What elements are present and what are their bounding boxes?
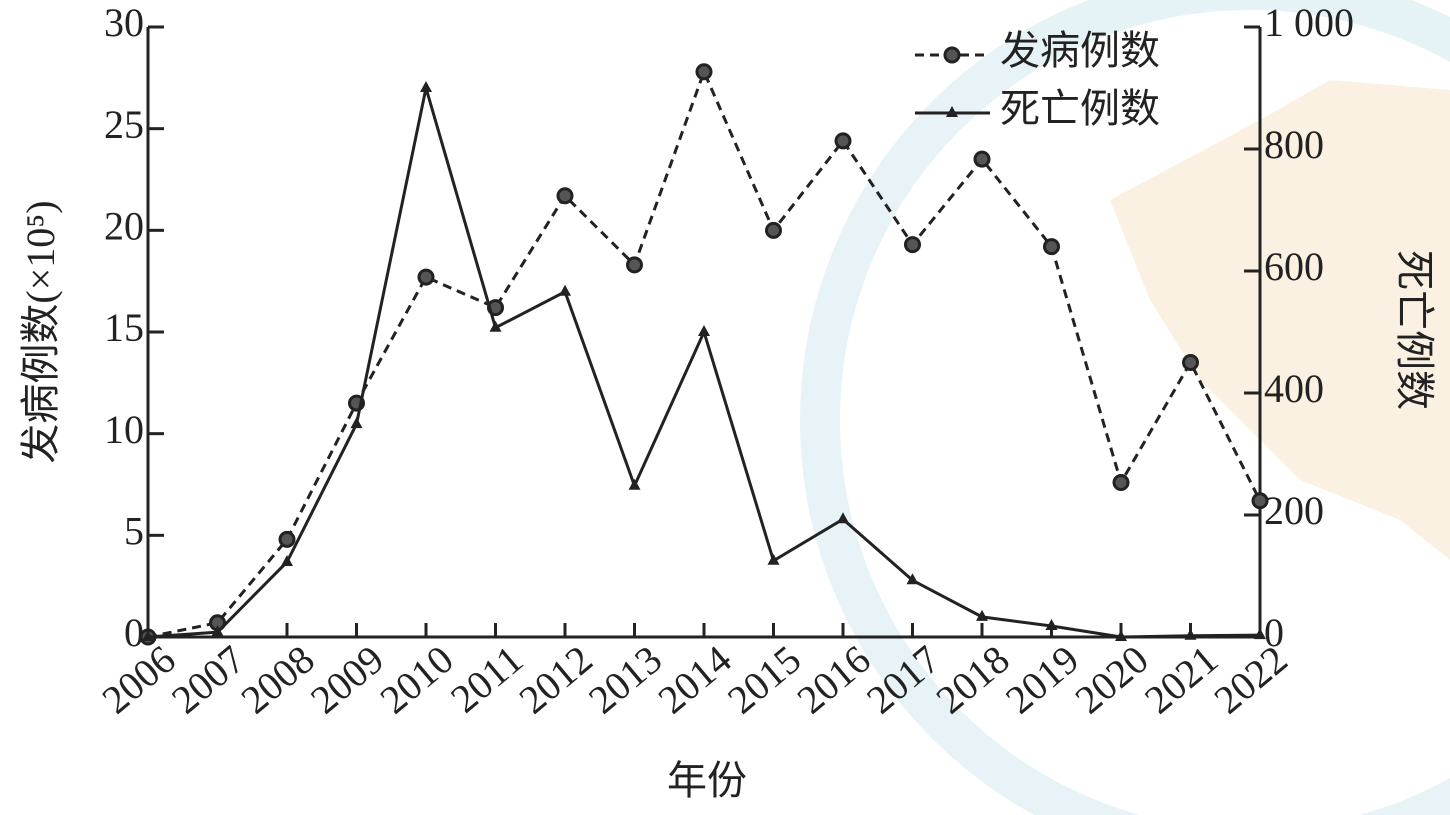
legend-label: 死亡例数	[1000, 86, 1160, 131]
data-point	[767, 553, 780, 565]
data-point	[350, 417, 363, 429]
x-axis-label: 年份	[667, 758, 747, 803]
x-tick-label: 2007	[163, 636, 253, 722]
data-point	[1045, 619, 1058, 631]
data-point	[278, 530, 296, 548]
x-tick-label: 2014	[649, 636, 739, 722]
data-point	[420, 81, 432, 92]
x-tick-label: 2010	[371, 636, 461, 722]
x-tick-label: 2012	[510, 636, 600, 722]
y2-tick-label: 400	[1264, 366, 1324, 411]
y-tick-label: 30	[104, 0, 144, 45]
data-point	[211, 625, 224, 637]
data-point	[834, 132, 852, 150]
data-point	[1115, 630, 1127, 641]
x-tick-label: 2015	[719, 636, 809, 722]
y2-axis-label: 死亡例数	[1392, 250, 1437, 410]
data-point	[142, 630, 154, 641]
data-point	[1251, 492, 1269, 510]
data-point	[626, 256, 643, 274]
y2-tick-label: 0	[1264, 610, 1284, 655]
x-tick-label: 2009	[302, 636, 392, 722]
data-point	[765, 221, 782, 239]
y2-tick-label: 1 000	[1264, 0, 1354, 45]
data-point	[559, 284, 571, 296]
x-tick-label: 2013	[580, 636, 670, 722]
data-point	[904, 236, 921, 254]
series-line	[147, 67, 1262, 639]
data-point	[556, 187, 574, 205]
legend-marker	[943, 46, 961, 64]
data-point	[1184, 628, 1197, 640]
data-point	[1112, 473, 1130, 491]
series-line	[147, 87, 1261, 639]
y-tick-label: 15	[104, 305, 144, 350]
data-point	[1043, 238, 1060, 256]
data-point	[906, 573, 919, 585]
data-point	[976, 609, 988, 621]
legend-marker	[946, 106, 958, 117]
legend-label: 发病例数	[1000, 28, 1160, 73]
y-tick-label: 25	[104, 102, 144, 147]
x-tick-label: 2011	[442, 636, 531, 721]
x-tick-label: 2006	[93, 636, 183, 722]
y-tick-label: 20	[104, 204, 144, 249]
data-point	[417, 268, 435, 286]
y-tick-label: 0	[124, 610, 144, 655]
data-point	[1182, 354, 1199, 371]
y-axis-label: 发病例数(×10⁵)	[18, 200, 63, 463]
watermark	[800, 0, 1450, 815]
y-tick-label: 10	[104, 407, 144, 452]
data-point	[628, 478, 641, 490]
y2-tick-label: 600	[1264, 244, 1324, 289]
watermark-shape	[1110, 80, 1450, 560]
y2-tick-label: 800	[1264, 122, 1324, 167]
x-tick-label: 2008	[232, 636, 322, 722]
y2-tick-label: 200	[1264, 488, 1324, 533]
x-tick-label: 2019	[997, 636, 1087, 722]
data-point	[695, 63, 713, 81]
data-point	[281, 554, 293, 566]
data-point	[973, 150, 991, 168]
data-point	[837, 512, 849, 524]
x-tick-label: 2021	[1136, 636, 1226, 722]
data-point	[1254, 628, 1266, 640]
watermark-ring	[800, 0, 1450, 815]
data-point	[698, 325, 710, 336]
x-tick-label: 2020	[1066, 636, 1156, 722]
data-point	[489, 320, 502, 332]
y-tick-label: 5	[124, 509, 144, 554]
